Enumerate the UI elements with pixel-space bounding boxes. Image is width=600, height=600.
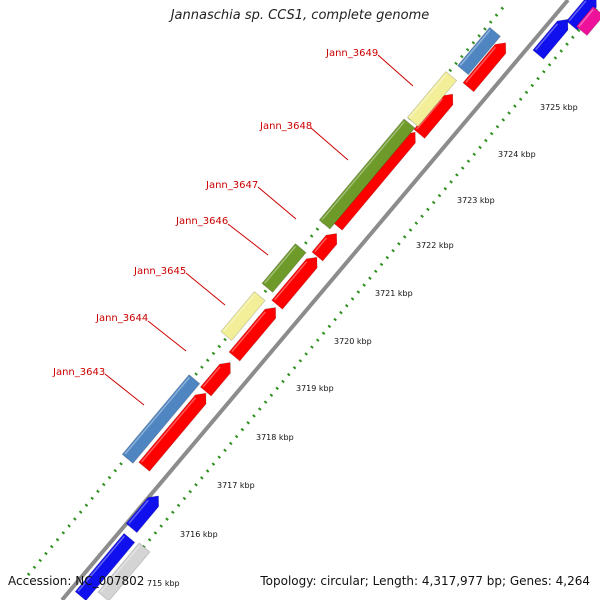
ruler-tick-label: 3720 kbp	[334, 337, 372, 346]
gene-arrow-jann-3646[interactable]	[271, 253, 323, 310]
ruler-tick-label: 3717 kbp	[217, 481, 255, 490]
gene-bar-jann-3645-yellow[interactable]	[220, 291, 266, 341]
gene-arrow-jann-3649[interactable]	[462, 38, 511, 93]
gene-leader-line-jann-3643	[104, 373, 145, 406]
gene-arrow-bottom-a[interactable]	[125, 491, 164, 534]
gene-leader-line-jann-3646	[227, 223, 269, 256]
ruler-tick-label: 3724 kbp	[498, 150, 536, 159]
gene-label-jann-3646[interactable]: Jann_3646	[175, 216, 228, 227]
gene-label-jann-3647[interactable]: Jann_3647	[205, 180, 258, 191]
map-title: Jannaschia sp. CCS1, complete genome	[170, 8, 430, 23]
gene-label-jann-3643[interactable]: Jann_3643	[52, 367, 105, 378]
gene-leader-line-jann-3648	[310, 127, 349, 161]
gene-arrow-jann-3647[interactable]	[311, 229, 342, 262]
ruler-tick-label: 715 kbp	[147, 579, 180, 588]
gene-label-jann-3649[interactable]: Jann_3649	[325, 48, 378, 59]
gene-leader-line-jann-3649	[377, 54, 414, 87]
ruler-tick-label: 3722 kbp	[416, 241, 454, 250]
ruler-dots-right	[118, 4, 600, 576]
gene-label-jann-3648[interactable]: Jann_3648	[259, 121, 312, 132]
gene-bar-jann-3643-blue[interactable]	[121, 374, 201, 464]
gene-bar-bottom-blue[interactable]	[74, 532, 136, 600]
gene-label-jann-3645[interactable]: Jann_3645	[133, 266, 186, 277]
gene-arrow-jann-3643[interactable]	[138, 389, 211, 472]
gene-bar-magenta[interactable]	[575, 5, 600, 37]
ruler-tick-label: 3721 kbp	[375, 289, 413, 298]
ruler-tick-label: 3718 kbp	[256, 433, 294, 442]
ruler-tick-label: 3723 kbp	[457, 196, 495, 205]
gene-label-jann-3644[interactable]: Jann_3644	[95, 313, 148, 324]
gene-bar-bottom-gray[interactable]	[97, 542, 151, 600]
gene-arrow-jann-3644[interactable]	[199, 358, 235, 397]
gene-arrow-jann-3645[interactable]	[228, 303, 281, 362]
gene-bar-jann-3648-yellow[interactable]	[406, 70, 458, 128]
ruler-tick-label: 3725 kbp	[540, 103, 578, 112]
gene-arrow-jann-3648-b[interactable]	[330, 128, 420, 231]
accession-text: Accession: NC_007802	[8, 574, 145, 588]
gene-arrow-top-right[interactable]	[532, 15, 573, 60]
gene-leader-line-jann-3647	[257, 186, 297, 220]
gene-bar-jann-3646-green[interactable]	[261, 243, 307, 293]
ruler-tick-label: 3719 kbp	[296, 384, 334, 393]
ruler-tick-label: 3716 kbp	[180, 530, 218, 539]
gene-bar-jann-3647-green[interactable]	[318, 118, 416, 230]
genome-summary-text: Topology: circular; Length: 4,317,977 bp…	[260, 574, 590, 588]
gene-leader-line-jann-3645	[185, 272, 226, 306]
gene-arrow-top-right-b[interactable]	[565, 0, 600, 31]
gene-leader-line-jann-3644	[147, 320, 187, 352]
gene-bar-jann-3649[interactable]	[457, 26, 501, 76]
